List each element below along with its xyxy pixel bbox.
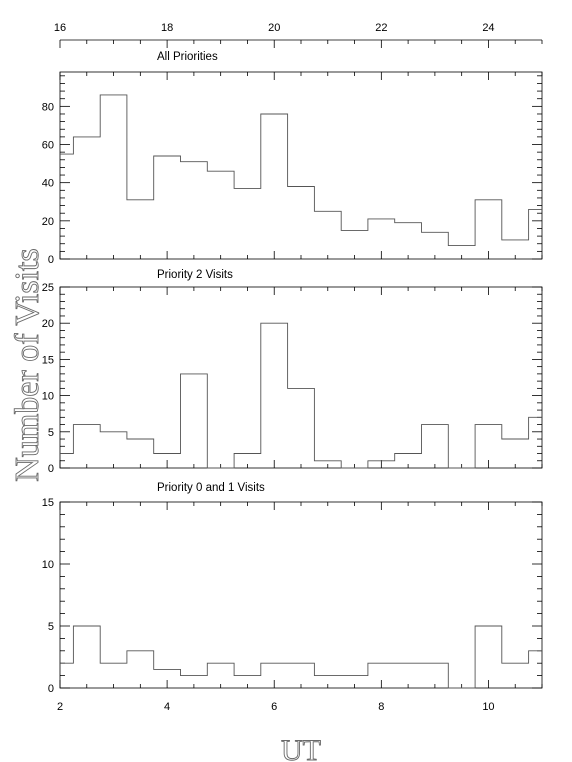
histogram-bin	[60, 154, 73, 259]
histogram-bin	[288, 663, 315, 688]
top-axis-tick-label: 24	[482, 22, 494, 34]
histogram-bin	[234, 676, 261, 688]
histogram-bin	[127, 439, 154, 468]
y-tick-label: 0	[48, 254, 54, 266]
y-axis-label: Number of Visits	[9, 248, 46, 481]
histogram-bin	[314, 676, 341, 688]
y-tick-label: 40	[42, 178, 54, 190]
histogram-bin	[181, 162, 208, 259]
histogram-bin	[154, 156, 181, 259]
histogram-bin	[100, 95, 127, 259]
histogram-bin	[341, 230, 368, 259]
histogram-bin	[395, 663, 422, 688]
histogram-bin	[368, 219, 395, 259]
histogram-bin	[368, 461, 395, 468]
panel-title-priority-2: Priority 2 Visits	[157, 269, 233, 281]
y-tick-label: 10	[42, 559, 54, 571]
histogram-bin	[422, 663, 449, 688]
histogram-bin	[207, 171, 234, 259]
top-axis-tick-label: 22	[375, 22, 387, 34]
x-tick-label: 6	[271, 701, 277, 713]
histogram-bin	[73, 137, 100, 259]
histogram-bin	[100, 663, 127, 688]
histogram-bin	[154, 454, 181, 468]
histogram-bin	[314, 211, 341, 259]
histogram-bin	[207, 663, 234, 688]
x-tick-label: 10	[482, 701, 494, 713]
y-tick-label: 25	[42, 282, 54, 294]
histogram-bin	[502, 439, 529, 468]
y-tick-label: 60	[42, 140, 54, 152]
top-ut-axis: 16 18 20 22 24	[54, 22, 543, 48]
histogram-bin	[181, 374, 208, 468]
histogram-bin	[502, 240, 529, 259]
histogram-bin	[127, 651, 154, 688]
panel-title-priority-0-1: Priority 0 and 1 Visits	[157, 482, 265, 494]
histogram-bin	[261, 114, 288, 259]
histogram-bin	[422, 232, 449, 259]
top-axis-tick-label: 20	[268, 22, 280, 34]
histogram-bin	[395, 454, 422, 468]
x-tick-label: 8	[378, 701, 384, 713]
histogram-bin	[234, 454, 261, 468]
histogram-bin	[261, 663, 288, 688]
histogram-bin	[73, 626, 100, 688]
histogram-bin	[314, 461, 341, 468]
y-tick-label: 15	[42, 354, 54, 366]
histogram-bin	[529, 209, 542, 259]
histogram-bin	[529, 417, 542, 468]
histogram-bin	[181, 676, 208, 688]
histogram-bin	[529, 651, 542, 688]
panel-title-all-priorities: All Priorities	[157, 51, 218, 63]
histogram-bin	[234, 188, 261, 259]
histogram-bin	[422, 425, 449, 468]
histogram-bin	[288, 186, 315, 259]
histogram-bin	[73, 425, 100, 468]
histogram-bin	[154, 669, 181, 688]
y-tick-label: 0	[48, 683, 54, 695]
y-tick-label: 5	[48, 427, 54, 439]
top-axis-tick-label: 16	[54, 22, 66, 34]
y-tick-label: 5	[48, 621, 54, 633]
panel-priority-0-1: Priority 0 and 1 Visits 0 5 10 15 2 4 6 8 10	[42, 482, 543, 713]
histogram-step-line	[60, 322, 542, 469]
top-axis-tick-label: 18	[161, 22, 173, 34]
y-tick-label: 10	[42, 391, 54, 403]
histogram-bin	[368, 663, 395, 688]
histogram-bin	[288, 388, 315, 468]
histogram-bin	[261, 323, 288, 468]
y-tick-label: 15	[42, 497, 54, 509]
histogram-bin	[60, 663, 73, 688]
histogram-step-line	[60, 625, 542, 689]
histogram-bin	[127, 200, 154, 259]
histogram-bin	[100, 432, 127, 468]
y-tick-label: 80	[42, 101, 54, 113]
panel-all-priorities: All Priorities 0 20 40 60 80	[42, 51, 543, 266]
histogram-bin	[502, 663, 529, 688]
histogram-bin	[475, 626, 502, 688]
y-tick-label: 20	[42, 216, 54, 228]
histogram-bin	[341, 676, 368, 688]
x-axis-label: UT	[281, 734, 321, 762]
x-tick-label: 2	[57, 701, 63, 713]
histogram-bin	[475, 200, 502, 259]
histogram-step-line	[60, 94, 542, 247]
x-tick-label: 4	[164, 701, 170, 713]
y-tick-label: 20	[42, 318, 54, 330]
histogram-bin	[395, 223, 422, 259]
y-tick-label: 0	[48, 463, 54, 475]
histogram-bin	[60, 454, 73, 468]
histogram-bin	[475, 425, 502, 468]
panel-priority-2: Priority 2 Visits 0 5 10 15 20 25	[42, 269, 543, 475]
histogram-bin	[448, 246, 475, 259]
